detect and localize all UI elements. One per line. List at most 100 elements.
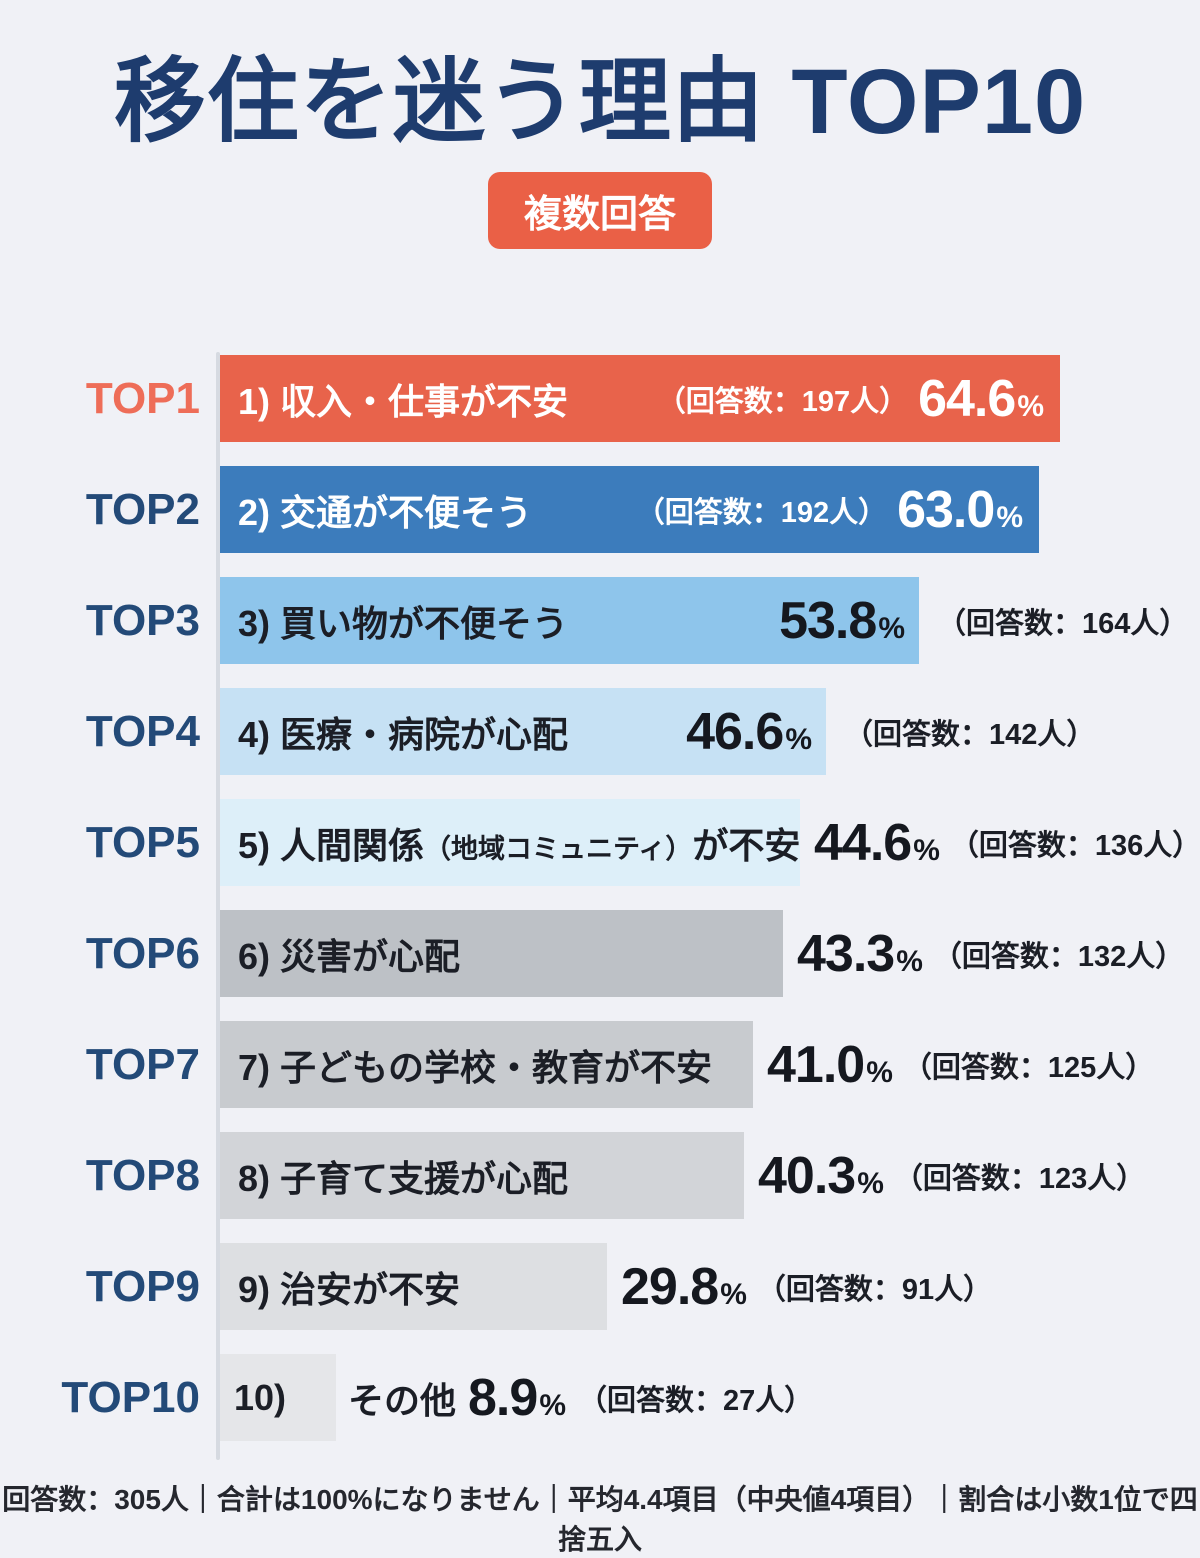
percent-number: 29.8: [621, 1257, 719, 1316]
percent-value: 63.0%: [897, 480, 1023, 540]
respondent-count: （回答数：136人）: [949, 829, 1200, 862]
percent-number: 64.6: [918, 369, 1016, 428]
percent-number: 40.3: [758, 1146, 856, 1205]
after-bar-group: （回答数：142人）: [844, 688, 1095, 775]
percent-sign: %: [913, 833, 940, 867]
rank-label: TOP6: [85, 928, 200, 978]
percent-value: 64.6%: [918, 369, 1044, 429]
bar-label-holder: 9) 治安が不安: [238, 1243, 460, 1330]
bar-label-holder: 6) 災害が心配: [238, 910, 460, 997]
percent-sign: %: [1017, 389, 1044, 423]
bar-label: 10): [234, 1376, 287, 1418]
respondent-count: （回答数：192人）: [635, 496, 888, 529]
percent-sign: %: [878, 611, 905, 645]
respondent-count: （回答数：132人）: [932, 940, 1185, 973]
after-bar-group: 29.8% （回答数：91人）: [621, 1243, 992, 1330]
bar-label: 9) 治安が不安: [238, 1268, 461, 1310]
chart-row: TOP7 7) 子どもの学校・教育が不安 41.0% （回答数：125人）: [0, 1021, 1200, 1108]
rank-label: TOP9: [85, 1261, 200, 1311]
after-bar-group: 40.3% （回答数：123人）: [758, 1132, 1145, 1219]
percent-number: 53.8: [779, 591, 877, 650]
percent-sign: %: [539, 1388, 566, 1422]
percent-value: 44.6%: [814, 813, 940, 873]
rank-label: TOP10: [61, 1372, 200, 1422]
after-bar-group: 43.3% （回答数：132人）: [797, 910, 1184, 997]
multiple-answer-badge: 複数回答: [487, 171, 712, 249]
bar: [220, 1021, 753, 1108]
chart-row: TOP8 8) 子育て支援が心配 40.3% （回答数：123人）: [0, 1132, 1200, 1219]
bar: 1) 収入・仕事が不安 （回答数：197人） 64.6%: [220, 355, 1060, 442]
bar-label-small: （地域コミュニティ）: [424, 833, 693, 864]
bar-label: 7) 子どもの学校・教育が不安: [238, 1046, 713, 1088]
after-bar-group: その他 8.9% （回答数：27人）: [348, 1354, 813, 1441]
bar-label-holder: 7) 子どもの学校・教育が不安: [238, 1021, 712, 1108]
percent-value: 40.3%: [758, 1146, 884, 1206]
bar: [220, 1132, 744, 1219]
bar-label-holder: 4) 医療・病院が心配: [238, 688, 568, 775]
bar: 2) 交通が不便そう （回答数：192人） 63.0%: [220, 466, 1039, 553]
respondent-count: （回答数：197人）: [656, 385, 909, 418]
bar: [220, 577, 919, 664]
bar-area: 6) 災害が心配 43.3% （回答数：132人）: [220, 910, 1200, 997]
respondent-count: （回答数：91人）: [756, 1273, 993, 1306]
respondent-count: （回答数：123人）: [893, 1162, 1146, 1195]
percent-sign: %: [996, 500, 1023, 534]
percent-number: 43.3: [797, 924, 895, 983]
rank-label: TOP3: [85, 595, 200, 645]
bar-area: 1) 収入・仕事が不安 （回答数：197人） 64.6%: [220, 355, 1200, 442]
bar-label-holder: 8) 子育て支援が心配: [238, 1132, 568, 1219]
bar-label-outside: その他: [348, 1379, 457, 1421]
rank-label: TOP8: [85, 1150, 200, 1200]
bar-label-holder: 3) 買い物が不便そう: [238, 577, 568, 664]
bar-label: 3) 買い物が不便そう: [238, 602, 569, 644]
bar-area: 9) 治安が不安 29.8% （回答数：91人）: [220, 1243, 1200, 1330]
bar-label-suffix: が不安: [692, 824, 801, 866]
respondent-count: （回答数：27人）: [578, 1384, 814, 1417]
chart-row: TOP9 9) 治安が不安 29.8% （回答数：91人）: [0, 1243, 1200, 1330]
percent-value: 53.8%: [779, 591, 905, 651]
percent-sign: %: [857, 1166, 884, 1200]
footnote: 回答数：305人｜合計は100%になりません｜平均4.4項目（中央値4項目）｜割…: [2, 1484, 1198, 1555]
percent-value: 41.0%: [767, 1035, 893, 1095]
percent-holder: 46.6%: [686, 688, 812, 775]
bar: [220, 910, 783, 997]
bar-label-holder: 5) 人間関係（地域コミュニティ）が不安: [238, 799, 800, 886]
bar-label: 4) 医療・病院が心配: [238, 713, 569, 755]
after-bar-group: （回答数：164人）: [937, 577, 1188, 664]
percent-number: 8.9: [468, 1368, 538, 1427]
axis-line: [216, 352, 220, 1460]
chart-rows: TOP1 1) 収入・仕事が不安 （回答数：197人） 64.6% TOP2 2) 交通が…: [0, 355, 1200, 1441]
bar-right-group: （回答数：192人） 63.0%: [636, 480, 1023, 540]
rank-label: TOP2: [85, 484, 200, 534]
bar-area: 5) 人間関係（地域コミュニティ）が不安 44.6% （回答数：136人）: [220, 799, 1200, 886]
percent-number: 46.6: [686, 702, 784, 761]
percent-number: 44.6: [814, 813, 912, 872]
bar-area: 4) 医療・病院が心配 46.6% （回答数：142人）: [220, 688, 1200, 775]
rank-label: TOP1: [85, 373, 200, 423]
bar-label: 1) 収入・仕事が不安: [238, 380, 569, 422]
chart-row: TOP2 2) 交通が不便そう （回答数：192人） 63.0%: [0, 466, 1200, 553]
chart-row: TOP3 3) 買い物が不便そう 53.8% （回答数：164人）: [0, 577, 1200, 664]
bar-label-holder: 10): [234, 1354, 286, 1441]
bar-area: 3) 買い物が不便そう 53.8% （回答数：164人）: [220, 577, 1200, 664]
bar: [220, 1243, 607, 1330]
bar-area: 7) 子どもの学校・教育が不安 41.0% （回答数：125人）: [220, 1021, 1200, 1108]
percent-sign: %: [785, 722, 812, 756]
bar: [220, 799, 800, 886]
after-bar-group: 44.6% （回答数：136人）: [814, 799, 1200, 886]
bar-right-group: （回答数：197人） 64.6%: [657, 369, 1044, 429]
percent-sign: %: [896, 944, 923, 978]
percent-sign: %: [720, 1277, 747, 1311]
bar: [220, 1354, 336, 1441]
percent-sign: %: [866, 1055, 893, 1089]
respondent-count: （回答数：164人）: [937, 607, 1189, 640]
chart-row: TOP6 6) 災害が心配 43.3% （回答数：132人）: [0, 910, 1200, 997]
percent-value: 8.9%: [468, 1368, 566, 1428]
bar-area: 8) 子育て支援が心配 40.3% （回答数：123人）: [220, 1132, 1200, 1219]
percent-value: 46.6%: [686, 702, 812, 762]
badge-container: 複数回答: [0, 171, 1200, 249]
bar-label: 6) 災害が心配: [238, 935, 461, 977]
chart-row: TOP10 10) その他 8.9% （回答数：27人）: [0, 1354, 1200, 1441]
rank-label: TOP4: [85, 706, 200, 756]
percent-number: 63.0: [897, 480, 995, 539]
